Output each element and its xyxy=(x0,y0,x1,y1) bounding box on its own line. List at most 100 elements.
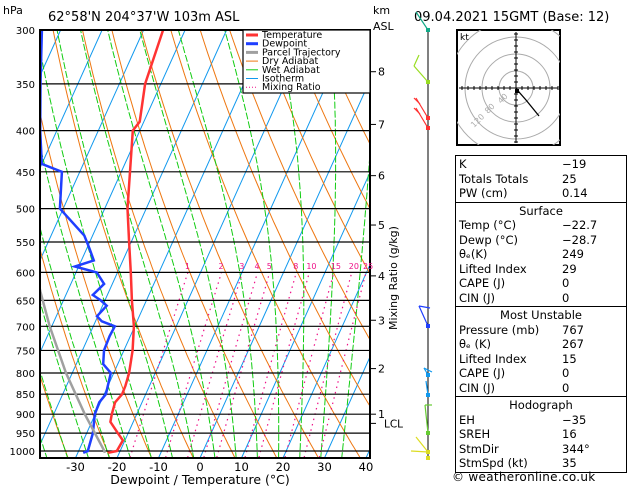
isotherm-line xyxy=(40,30,103,170)
dry-adiabat-line xyxy=(229,30,370,341)
index-label: Lifted Index xyxy=(459,261,527,276)
mixing-ratio-line xyxy=(258,272,310,458)
index-label: CIN (J) xyxy=(459,380,496,395)
index-value: 0 xyxy=(562,380,570,395)
legend-label: Wet Adiabat xyxy=(262,65,320,76)
dry-adiabat-line xyxy=(287,30,370,210)
mixing-ratio-label: 3 xyxy=(239,262,244,271)
wind-level-marker xyxy=(426,324,430,328)
temperature-tick-label: 0 xyxy=(196,460,203,474)
isotherm-line xyxy=(241,171,370,458)
mixing-ratio-label: 15 xyxy=(331,262,341,271)
km-tick-label: 5 xyxy=(378,219,385,232)
index-row: Lifted Index 15 xyxy=(459,352,623,367)
wet-adiabat-line xyxy=(320,30,337,458)
index-row: CAPE (J) 0 xyxy=(459,276,623,291)
wet-adiabat-line xyxy=(224,30,280,458)
index-label: CAPE (J) xyxy=(459,366,506,380)
mixing-ratio-label: 25 xyxy=(363,262,373,271)
index-value: 767 xyxy=(562,322,584,337)
index-label: EH xyxy=(459,412,475,427)
wind-level-marker xyxy=(426,126,430,130)
isotherm-line xyxy=(199,79,370,458)
index-label: Dewp (°C) xyxy=(459,232,519,247)
wet-adiabat-line xyxy=(56,30,174,458)
km-tick-label: 3 xyxy=(378,314,385,327)
index-row: Temp (°C) −22.7 xyxy=(459,218,623,233)
axes: 1 2 3 4 5 8 10 15 20 2530035040045050055060065070… xyxy=(10,26,404,486)
dry-adiabat-line xyxy=(40,247,111,458)
pressure-tick-label: 900 xyxy=(16,410,35,421)
wind-barb xyxy=(424,404,429,434)
mixing-ratio-line xyxy=(284,272,335,458)
wind-level-marker xyxy=(426,373,430,377)
copyright-footer: © weatheronline.co.uk xyxy=(452,470,596,484)
mixing-ratio-label: 2 xyxy=(218,262,223,271)
wind-level-marker xyxy=(426,116,430,120)
index-value: 0 xyxy=(562,276,570,290)
wind-level-marker xyxy=(426,431,430,435)
pressure-tick-label: 750 xyxy=(16,346,35,357)
index-row: EH −35 xyxy=(459,413,623,428)
wind-barb xyxy=(413,65,429,83)
dry-adiabat-line xyxy=(40,374,69,458)
mixing-ratio-axis-title: Mixing Ratio (g/kg) xyxy=(387,226,400,330)
wind-level-marker xyxy=(426,450,430,454)
isotherm-line xyxy=(158,30,352,458)
section-title: Surface xyxy=(519,203,563,218)
most-unstable-section: Most Unstable Pressure (mb) 767 θₑ (K) 267 L… xyxy=(455,307,627,397)
index-label: Pressure (mb) xyxy=(459,322,540,337)
mixing-ratio-line xyxy=(164,272,223,458)
mixing-ratio-line xyxy=(244,272,297,458)
legend-box xyxy=(242,29,371,94)
index-row: PW (cm) 0.14 xyxy=(459,186,623,201)
wind-barb xyxy=(415,11,429,31)
wet-adiabat-line xyxy=(341,144,370,458)
surface-section: Surface Temp (°C) −22.7 Dewp (°C) −28.7 θₑ(K… xyxy=(455,202,627,307)
mixing-ratio-label: 4 xyxy=(255,262,260,271)
index-label: CIN (J) xyxy=(459,290,496,305)
temperature-tick-label: -20 xyxy=(108,460,127,474)
dry-adiabat-line xyxy=(40,110,153,458)
dewpoint-profile xyxy=(40,30,117,454)
wet-adiabat-line xyxy=(0,18,9,468)
index-value: 0 xyxy=(562,290,570,305)
index-row: CAPE (J) 0 xyxy=(459,366,623,381)
pressure-tick-label: 600 xyxy=(16,268,35,279)
pressure-tick-label: 550 xyxy=(16,238,35,249)
index-label: θₑ(K) xyxy=(459,247,488,261)
index-value: 35 xyxy=(562,456,577,470)
km-tick-label: 1 xyxy=(378,408,385,421)
wind-level-marker xyxy=(426,80,430,84)
temperature-profile xyxy=(107,30,165,455)
dry-adiabat-line xyxy=(199,30,370,408)
km-tick-label: 8 xyxy=(378,66,385,79)
wet-adiabat-line xyxy=(139,30,237,458)
wet-adiabat-line xyxy=(40,225,110,458)
index-value: 344° xyxy=(562,441,590,456)
km-tick-label: 6 xyxy=(378,170,385,183)
wet-adiabat-line xyxy=(80,30,195,458)
pressure-tick-label: 950 xyxy=(16,429,35,440)
pressure-tick-label: 700 xyxy=(16,322,35,333)
index-value: 249 xyxy=(562,247,584,261)
hodograph-section: Hodograph EH −35 SREH 16 StmDir 344° StmSpd (k… xyxy=(455,397,627,473)
index-value: 16 xyxy=(562,427,577,441)
pressure-tick-label: 400 xyxy=(16,127,35,138)
lcl-label: LCL xyxy=(384,418,403,430)
index-label: SREH xyxy=(459,427,491,441)
km-tick-label: 2 xyxy=(378,363,385,376)
index-value: −22.7 xyxy=(562,218,598,232)
pressure-unit: hPa xyxy=(3,4,23,17)
dry-adiabat-line xyxy=(81,30,236,458)
pressure-tick-label: 450 xyxy=(16,168,35,179)
index-value: −35 xyxy=(562,412,587,427)
mixing-ratio-label: 8 xyxy=(293,262,298,271)
x-axis-title: Dewpoint / Temperature (°C) xyxy=(110,472,289,486)
mixing-ratio-label: 20 xyxy=(349,262,359,271)
index-row: Dewp (°C) −28.7 xyxy=(459,233,623,248)
wet-adiabat-line xyxy=(276,30,305,458)
